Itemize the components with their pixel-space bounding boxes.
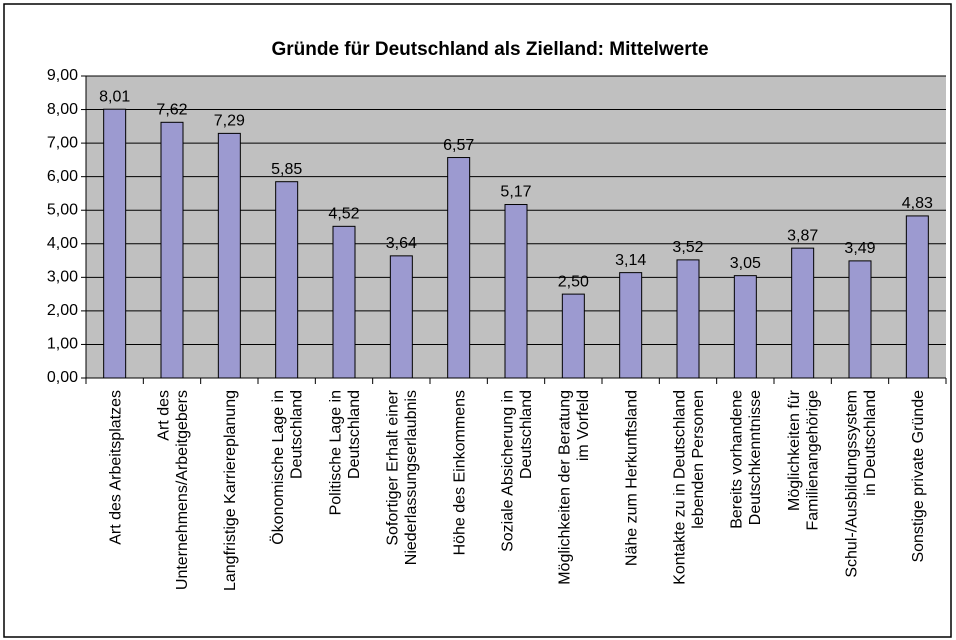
x-tick-label: Ökonomische Lage inDeutschland [269,390,305,545]
bar [848,260,872,379]
bar [275,181,299,379]
bar [619,272,643,379]
bar [217,132,241,379]
value-label: 3,14 [615,252,646,269]
value-label: 7,62 [156,102,187,119]
bar [504,204,528,379]
y-tick-label: 3,00 [47,269,78,286]
x-tick-label: Möglichkeiten fürFamilienangehörige [786,389,821,530]
bar [447,157,471,379]
bar [332,225,356,379]
value-label: 4,83 [902,195,933,212]
x-tick-label: Kontakte zu in Deutschlandlebenden Perso… [671,390,706,585]
x-tick-label: Langfristige Karriereplanung [222,390,239,591]
x-tick-label: Höhe des Einkommens [451,390,468,555]
y-tick-label: 8,00 [47,101,78,118]
value-label: 8,01 [99,88,130,105]
y-tick-label: 9,00 [47,67,78,84]
value-label: 7,29 [214,113,245,130]
value-label: 3,64 [386,235,417,252]
x-tick-label: Schul-/Ausbildungssystemin Deutschland [843,390,878,578]
x-tick-label: Art des Arbeitsplatzes [107,390,124,545]
x-tick-label: Art desUnternehmens/Arbeitgebers [155,390,190,590]
bar [791,247,815,379]
bar [905,215,929,379]
bar [103,108,127,379]
value-label: 5,85 [271,161,302,178]
value-label: 3,87 [787,227,818,244]
value-label: 5,17 [500,184,531,201]
value-label: 3,05 [730,255,761,272]
bar [733,275,757,379]
x-tick-label: Bereits vorhandeneDeutschkenntnisse [729,390,764,529]
y-tick-label: 7,00 [47,134,78,151]
y-tick-label: 2,00 [47,302,78,319]
x-tick-label: Sofortiger Erhalt einerNiederlassungserl… [385,389,420,565]
value-label: 3,49 [844,240,875,257]
x-tick-label: Sonstige private Gründe [910,390,927,563]
x-tick-label: Politische Lage inDeutschland [327,390,362,515]
x-tick-label: Nähe zum Herkunftsland [623,390,640,566]
value-label: 6,57 [443,137,474,154]
value-label: 3,52 [672,239,703,256]
y-tick-label: 1,00 [47,336,78,353]
value-label: 4,52 [328,206,359,223]
y-tick-label: 6,00 [47,168,78,185]
y-tick-label: 4,00 [47,235,78,252]
x-tick-label: Möglichkeiten der Beratungim Vorfeld [557,390,592,585]
bar [389,255,413,379]
bar [160,121,184,379]
x-tick-label: Soziale Absicherung inDeutschland [499,390,534,552]
y-tick-label: 0,00 [47,369,78,386]
bar [561,293,585,379]
chart-title: Gründe für Deutschland als Zielland: Mit… [271,39,708,60]
value-label: 2,50 [558,273,589,290]
y-tick-label: 5,00 [47,201,78,218]
bar [676,259,700,379]
